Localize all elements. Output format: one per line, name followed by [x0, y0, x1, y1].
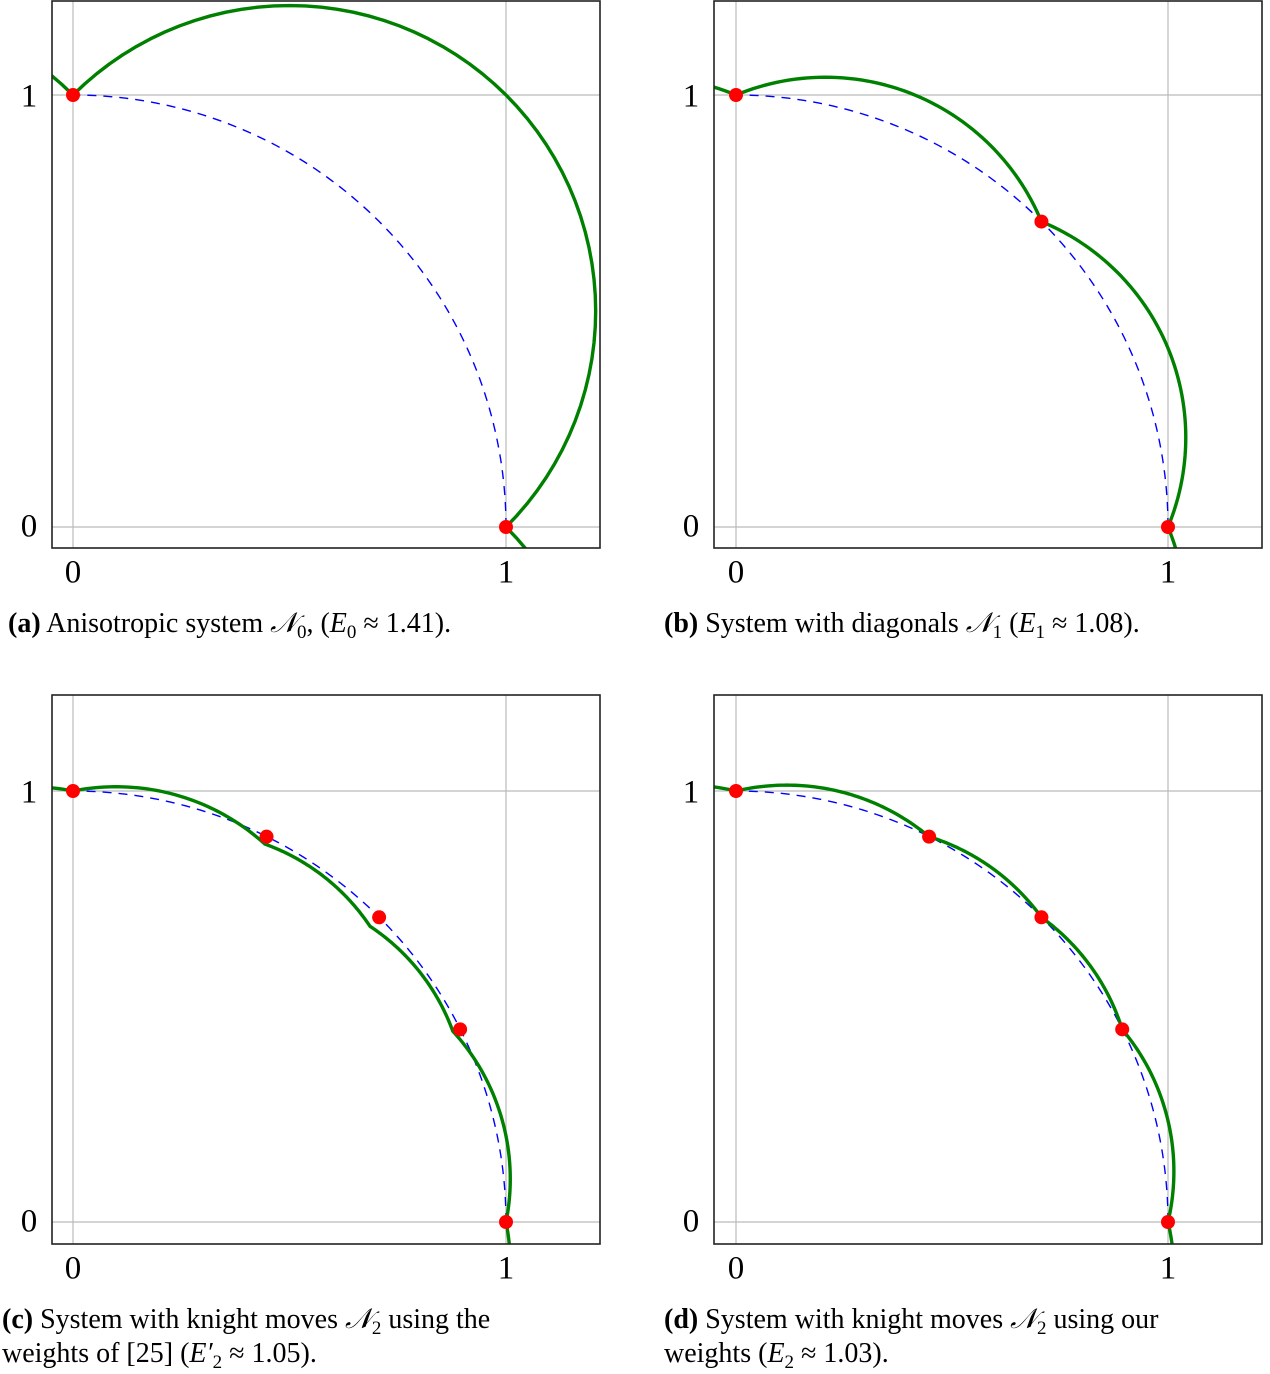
caption-text: System with diagonals — [698, 608, 966, 639]
caption-energy-subscript: 2 — [212, 1352, 223, 1373]
caption-symbol: 𝒩 — [965, 608, 993, 639]
caption-text: using our — [1046, 1304, 1159, 1335]
unit-circle-dashed — [735, 790, 1169, 1223]
x-tick-0: 0 — [727, 554, 745, 591]
node-marker — [922, 829, 937, 844]
caption-energy-symbol: E — [329, 608, 347, 639]
caption-line-2: weights of [25] (E′2 ≈ 1.05). — [2, 1337, 490, 1373]
y-tick-1: 1 — [682, 774, 700, 811]
axes-frame — [51, 0, 601, 549]
caption-energy-subscript: 0 — [346, 622, 357, 643]
plot-d — [713, 694, 1263, 1245]
x-tick-1: 1 — [497, 554, 515, 591]
node-marker — [66, 784, 80, 798]
caption-energy-value: ≈ 1.08). — [1045, 608, 1140, 639]
plot-b — [713, 0, 1263, 549]
caption-line-2: weights (E2 ≈ 1.03). — [664, 1337, 1158, 1373]
y-tick-0: 0 — [682, 1203, 700, 1240]
plot-area — [52, 1, 600, 548]
unit-circle-dashed — [72, 94, 507, 528]
node-marker — [66, 88, 80, 102]
caption-energy-symbol: E′ — [189, 1338, 213, 1369]
caption-subscript: 0 — [296, 622, 307, 643]
caption-energy-value: ≈ 1.05). — [222, 1338, 317, 1369]
x-tick-1: 1 — [1159, 554, 1177, 591]
node-marker — [259, 829, 274, 844]
node-marker — [729, 88, 743, 102]
approximation-curve — [52, 3, 598, 548]
caption-a: (a) Anisotropic system 𝒩0, (E0 ≈ 1.41). — [8, 607, 452, 643]
caption-tag: (d) — [664, 1304, 699, 1335]
caption-text: ( — [1002, 608, 1019, 639]
caption-b: (b) System with diagonals 𝒩1 (E1 ≈ 1.08)… — [664, 607, 1140, 643]
caption-energy-value: ≈ 1.41). — [356, 608, 452, 639]
y-tick-0: 0 — [20, 1203, 38, 1240]
axes-frame — [713, 694, 1263, 1245]
caption-text: weights of [25] ( — [2, 1338, 190, 1369]
caption-c: (c) System with knight moves 𝒩2 using th… — [2, 1303, 491, 1373]
caption-energy-value: ≈ 1.03). — [794, 1338, 889, 1369]
caption-energy-symbol: E — [767, 1338, 785, 1369]
caption-text: System with knight moves — [33, 1304, 345, 1335]
node-marker — [1161, 1215, 1175, 1229]
x-tick-1: 1 — [1159, 1250, 1177, 1287]
x-tick-0: 0 — [64, 554, 82, 591]
caption-tag: (b) — [664, 608, 699, 639]
node-marker — [1034, 910, 1049, 925]
node-marker — [499, 520, 513, 534]
node-marker — [1115, 1022, 1130, 1037]
node-marker — [499, 1215, 513, 1229]
node-marker — [729, 784, 743, 798]
caption-symbol: 𝒩 — [344, 1304, 372, 1335]
caption-line-1: (c) System with knight moves 𝒩2 using th… — [2, 1303, 491, 1339]
y-tick-1: 1 — [682, 78, 700, 115]
caption-text: , ( — [306, 608, 330, 639]
caption-symbol: 𝒩 — [270, 608, 297, 639]
plot-area — [714, 695, 1262, 1244]
y-tick-1: 1 — [20, 78, 38, 115]
node-marker — [1034, 214, 1049, 229]
plot-c — [51, 694, 601, 1245]
caption-energy-symbol: E — [1018, 608, 1036, 639]
axes-frame — [51, 694, 601, 1245]
caption-subscript: 2 — [371, 1318, 382, 1339]
panel-c: 1 0 0 1 (c) System with knight moves 𝒩2 … — [2, 694, 601, 1373]
caption-line-1: (d) System with knight moves 𝒩2 using ou… — [664, 1303, 1159, 1339]
caption-text: using the — [381, 1304, 491, 1335]
caption-text: weights ( — [664, 1338, 768, 1369]
approximation-curve — [714, 783, 1176, 1244]
caption-text: System with knight moves — [698, 1304, 1011, 1335]
caption-subscript: 2 — [1036, 1318, 1047, 1339]
caption-symbol: 𝒩 — [1010, 1304, 1037, 1335]
caption-energy-subscript: 1 — [1035, 622, 1046, 643]
caption-d: (d) System with knight moves 𝒩2 using ou… — [664, 1303, 1159, 1373]
x-tick-0: 0 — [727, 1250, 745, 1287]
node-marker — [372, 910, 387, 925]
y-tick-1: 1 — [20, 774, 38, 811]
x-tick-1: 1 — [497, 1250, 515, 1287]
axes-frame — [713, 0, 1263, 549]
caption-tag: (c) — [2, 1304, 34, 1335]
y-tick-0: 0 — [682, 508, 700, 545]
panel-a: 1 0 0 1 (a) Anisotropic system 𝒩0, (E0 ≈… — [0, 0, 635, 650]
node-marker — [453, 1022, 468, 1037]
caption-text: Anisotropic system — [40, 608, 271, 639]
node-marker — [1161, 520, 1175, 534]
x-tick-0: 0 — [64, 1250, 82, 1287]
y-tick-0: 0 — [20, 508, 38, 545]
caption-energy-subscript: 2 — [784, 1352, 795, 1373]
caption-subscript: 1 — [992, 622, 1003, 643]
panel-b: 1 0 0 1 (b) System with diagonals 𝒩1 (E1… — [0, 0, 1270, 650]
caption-tag: (a) — [8, 608, 41, 639]
plot-a — [51, 0, 601, 549]
